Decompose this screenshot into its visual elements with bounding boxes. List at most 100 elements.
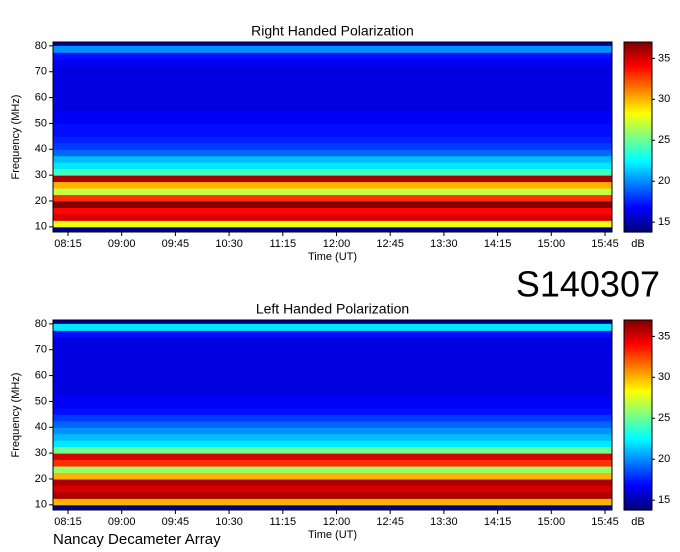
colorbar-step [624,498,652,501]
colorbar-step [624,400,652,403]
colorbar-step [624,384,652,387]
colorbar-step [624,410,652,413]
colorbar-step [624,50,652,53]
colorbar-step [624,450,652,453]
colorbar-step [624,346,652,349]
x-tick-label: 10:30 [215,516,243,528]
colorbar-step [624,428,652,431]
colorbar-step [624,98,652,101]
colorbar-step [624,494,652,497]
colorbar-step [624,108,652,111]
colorbar-step [624,506,652,509]
x-tick-label: 09:00 [108,516,136,528]
colorbar-step [624,340,652,343]
y-tick-label: 40 [35,421,47,433]
colorbar-step [624,186,652,189]
colorbar-step [624,68,652,71]
colorbar-step [624,44,652,47]
heat-band [53,498,612,506]
heat-band [53,91,612,99]
colorbar-step [624,110,652,113]
colorbar-step [624,438,652,441]
colorbar-step [624,378,652,381]
heat-band [53,336,612,344]
colorbar-step [624,82,652,85]
colorbar-step [624,138,652,141]
colorbar-step [624,170,652,173]
colorbar-step [624,456,652,459]
colorbar-step [624,364,652,367]
colorbar-step [624,136,652,139]
colorbar-step [624,382,652,385]
colorbar-step [624,474,652,477]
colorbar-step [624,322,652,325]
colorbar-step [624,60,652,63]
colorbar-step [624,490,652,493]
colorbar-step [624,372,652,375]
colorbar-step [624,202,652,205]
colorbar-step [624,70,652,73]
x-tick-label: 08:15 [54,238,82,250]
heat-band [53,155,612,163]
colorbar-step [624,172,652,175]
heat-band [53,123,612,131]
heat-band [53,478,612,486]
colorbar-step [624,484,652,487]
colorbar-step [624,80,652,83]
x-tick-label: 12:45 [376,238,404,250]
colorbar-label: dB [631,516,644,528]
colorbar-step [624,156,652,159]
colorbar-step [624,144,652,147]
colorbar-step [624,476,652,479]
colorbar-step [624,192,652,195]
colorbar-step [624,86,652,89]
colorbar-step [624,414,652,417]
colorbar-step [624,222,652,225]
colorbar-step [624,212,652,215]
colorbar-step [624,162,652,165]
colorbar-tick-label: 35 [658,330,670,342]
colorbar-step [624,194,652,197]
colorbar-step [624,46,652,49]
colorbar-step [624,62,652,65]
heat-band [53,116,612,124]
colorbar-step [624,470,652,473]
colorbar-step [624,128,652,131]
colorbar-step [624,74,652,77]
colorbar-step [624,460,652,463]
colorbar-step [624,52,652,55]
colorbar-step [624,104,652,107]
heat-band [53,446,612,454]
colorbar-step [624,464,652,467]
colorbar-step [624,444,652,447]
plot-frame [52,41,613,233]
heat-band [53,168,612,176]
colorbar-step [624,334,652,337]
heat-band [53,129,612,137]
heat-band [53,362,612,370]
observation-id: S140307 [516,264,660,305]
colorbar-step [624,404,652,407]
colorbar-step [624,174,652,177]
colorbar-step [624,466,652,469]
heat-band [53,194,612,202]
colorbar-step [624,430,652,433]
colorbar-step [624,362,652,365]
heat-band [53,440,612,448]
colorbar-step [624,78,652,81]
colorbar-step [624,160,652,163]
heat-band [53,453,612,461]
colorbar-step [624,48,652,51]
colorbar-step [624,188,652,191]
heat-band [53,491,612,499]
y-tick-label: 10 [35,499,47,511]
x-tick-label: 12:00 [323,516,351,528]
colorbar-step [624,392,652,395]
colorbar-step [624,508,652,511]
colorbar-step [624,152,652,155]
colorbar-step [624,448,652,451]
y-tick-label: 20 [35,195,47,207]
footer: Nancay Decameter Array [53,531,221,548]
colorbar-step [624,96,652,99]
